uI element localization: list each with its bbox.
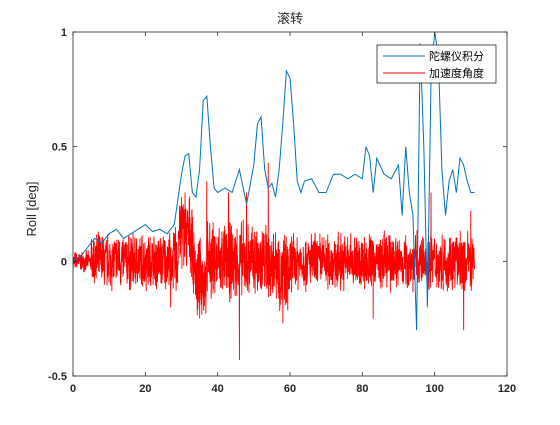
x-tick-label: 100 (425, 383, 443, 395)
x-tick-label: 120 (498, 383, 516, 395)
y-tick-label: -0.5 (48, 371, 67, 383)
chart-title: 滚转 (277, 11, 303, 26)
x-tick-label: 60 (284, 383, 296, 395)
y-tick-label: 0.5 (52, 142, 67, 154)
legend-label-accel: 加速度角度 (429, 66, 484, 80)
plot-area: 0 20 40 60 80 100 120-0.500.51 (48, 27, 516, 395)
legend: 陀螺仪积分 加速度角度 (376, 44, 497, 84)
legend-label-gyro: 陀螺仪积分 (429, 49, 484, 63)
legend-box (376, 44, 497, 84)
y-tick-label: 1 (61, 27, 67, 39)
y-axis-label: Roll [deg] (24, 182, 39, 237)
x-tick-label: 80 (356, 383, 368, 395)
y-tick-label: 0 (61, 256, 67, 268)
series-line-accel (73, 162, 475, 360)
plot-background (73, 32, 507, 376)
series-line-gyro (73, 32, 475, 331)
x-tick-label: 0 (70, 383, 76, 395)
x-tick-label: 40 (212, 383, 224, 395)
x-tick-label: 20 (139, 383, 151, 395)
